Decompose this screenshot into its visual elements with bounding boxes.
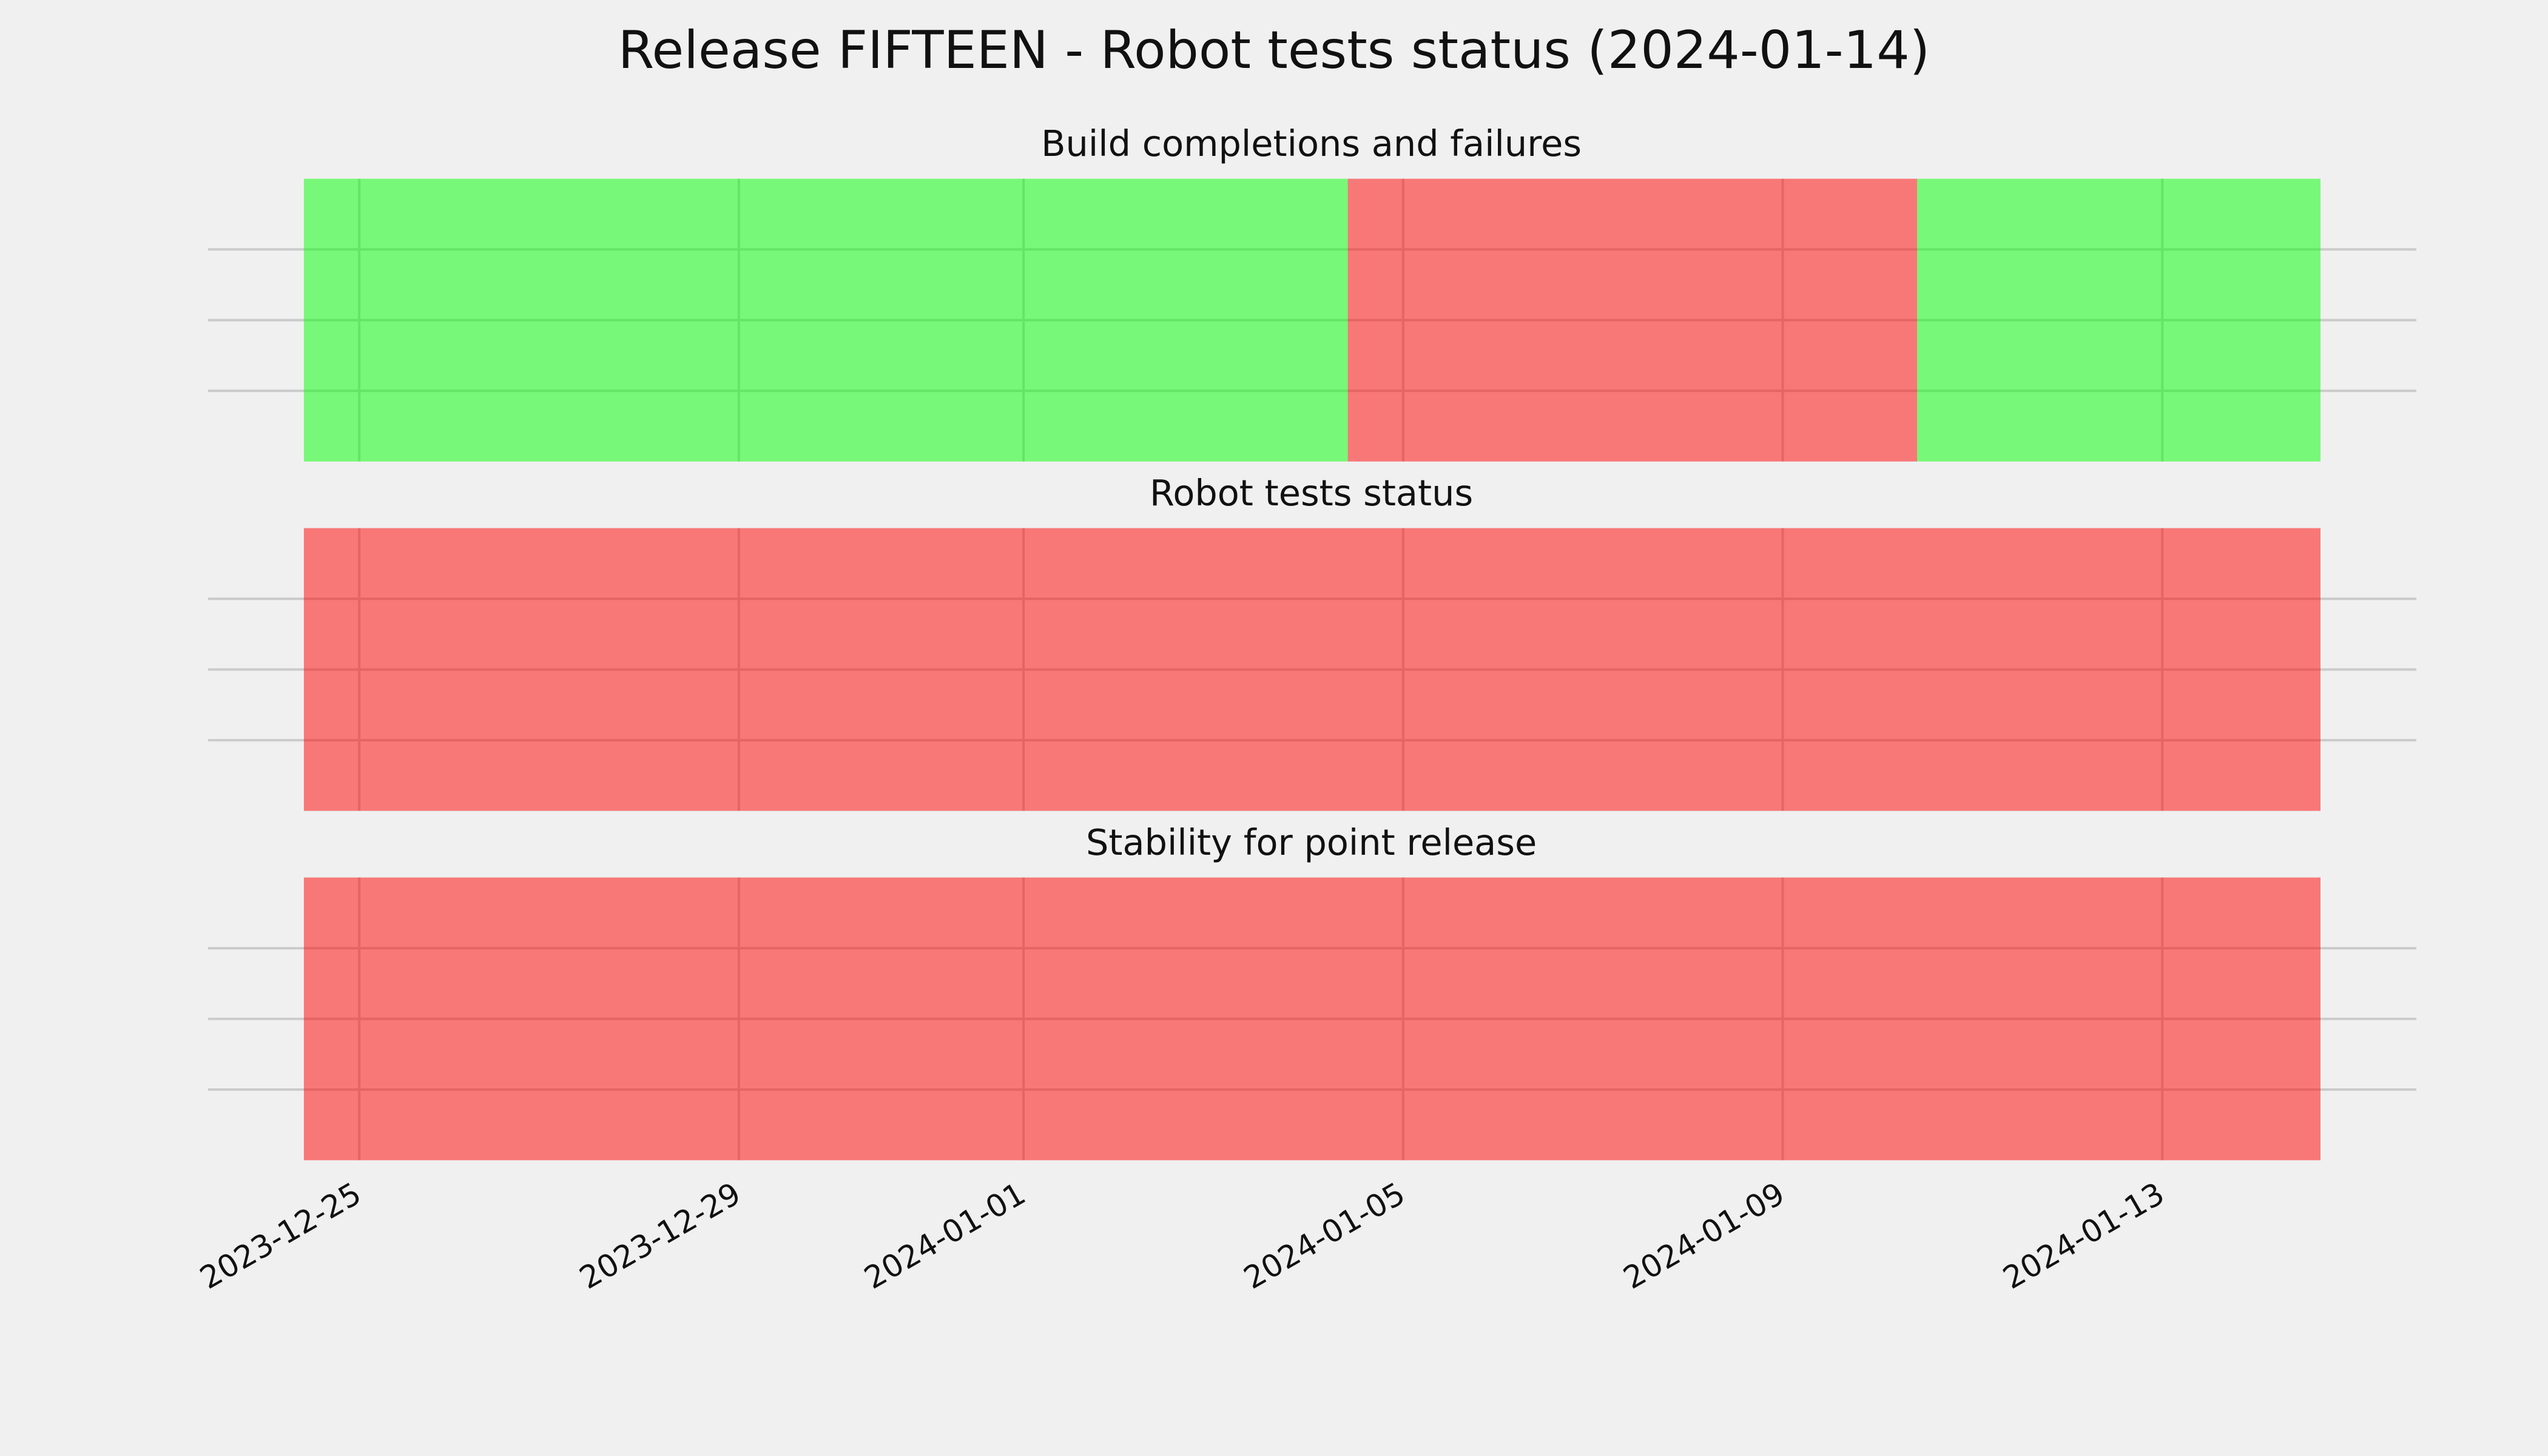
panel-title: Build completions and failures — [1041, 123, 1582, 164]
chart-title: Release FIFTEEN - Robot tests status (20… — [618, 20, 1930, 81]
panel-title: Stability for point release — [1086, 821, 1537, 863]
panel-title: Robot tests status — [1150, 472, 1473, 514]
status-span — [1917, 178, 2320, 462]
status-span — [1347, 178, 1918, 462]
status-span — [303, 528, 2321, 811]
status-span — [303, 877, 2321, 1161]
status-span — [303, 178, 1348, 462]
